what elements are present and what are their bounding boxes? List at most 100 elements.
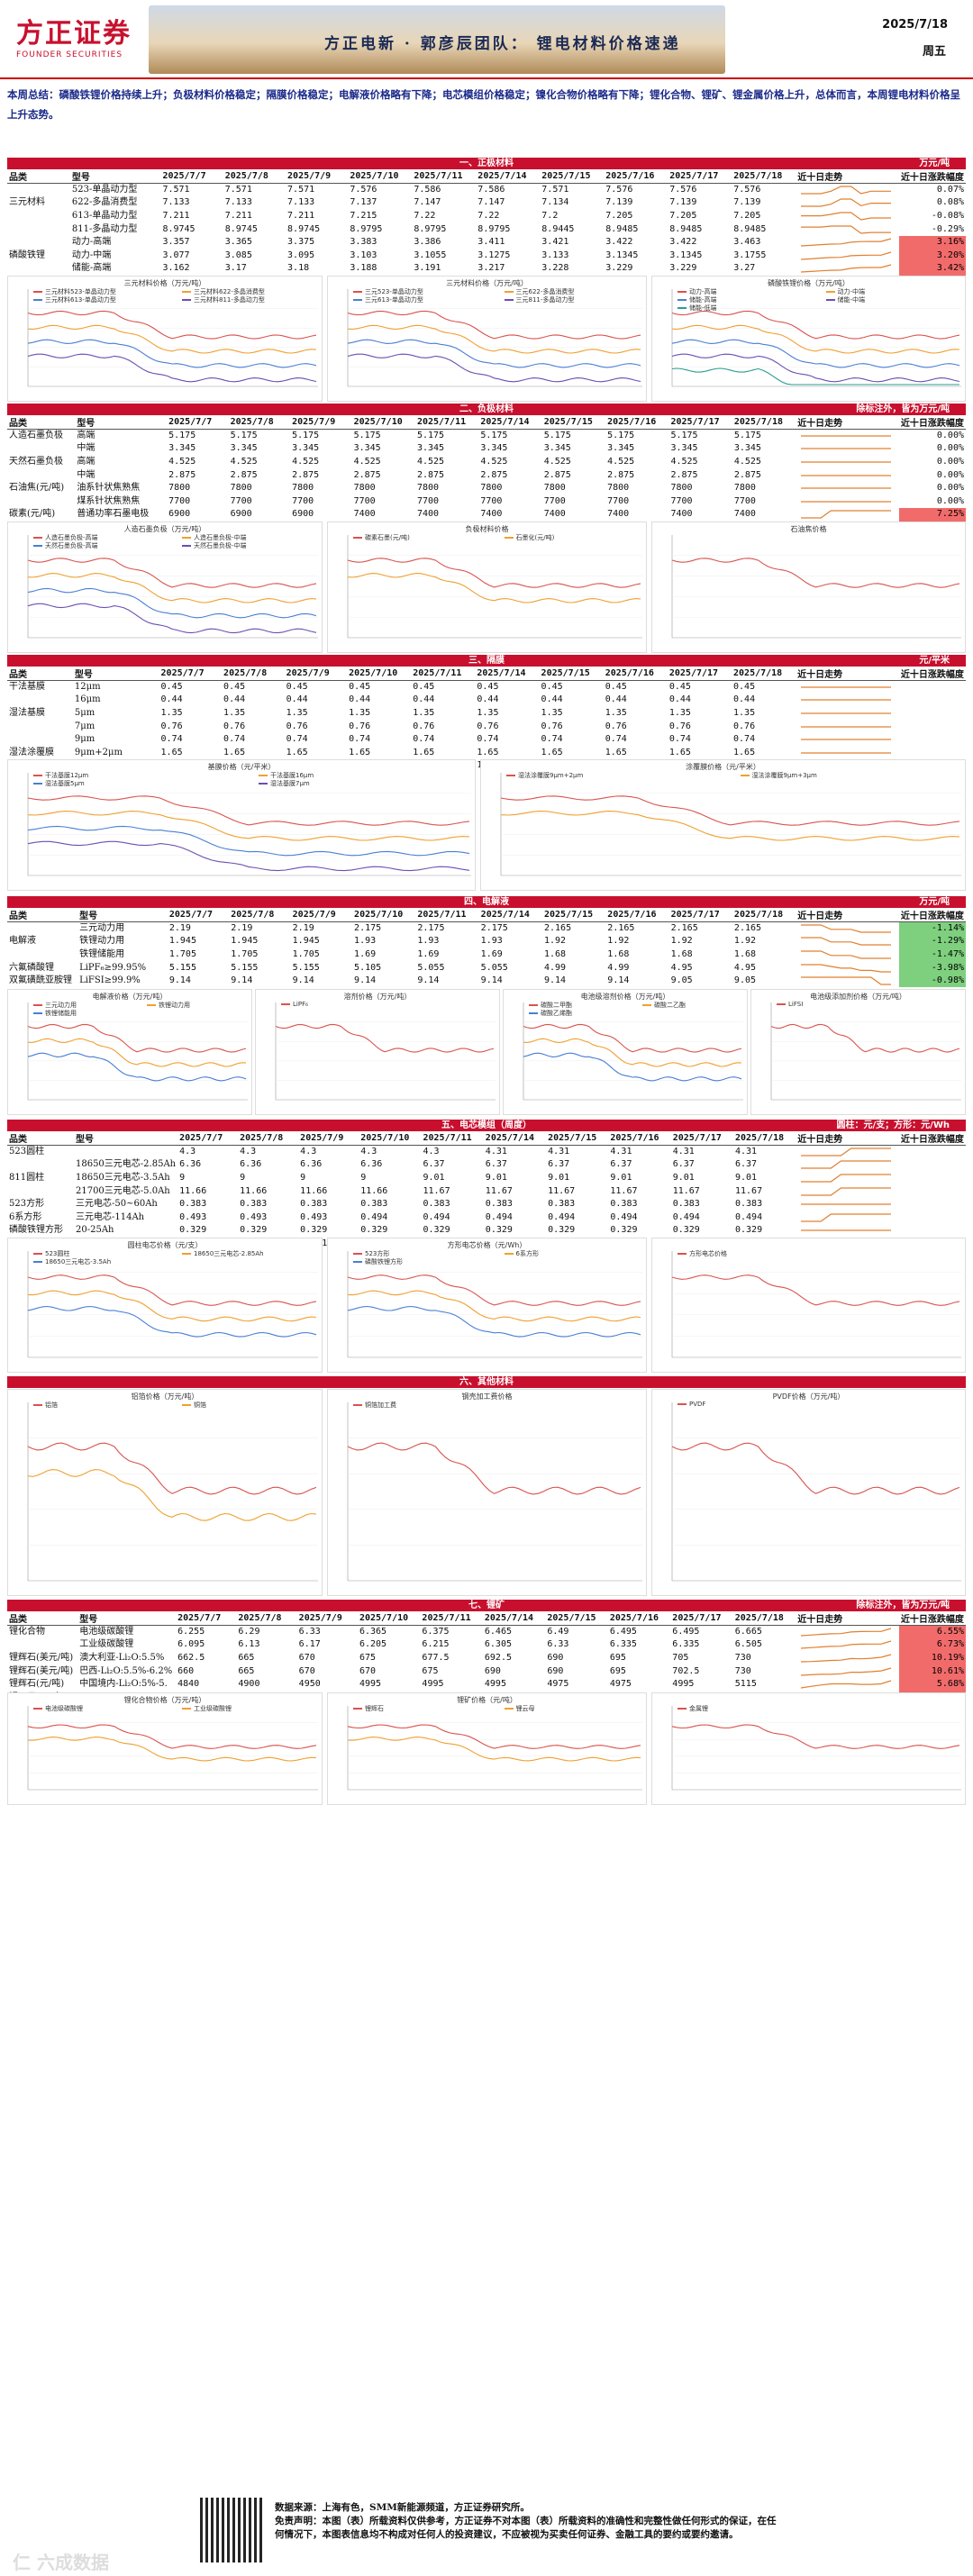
price-cell: 2.165 (670, 923, 698, 934)
price-cell: 675 (422, 1665, 439, 1676)
legend-label: 湿法涂覆膜9μm+3μm (751, 772, 817, 779)
series-line (671, 353, 960, 383)
chart-title: 电解液价格（万元/吨） (92, 993, 168, 1001)
chart-svg (523, 1002, 743, 1101)
series-line (500, 795, 960, 826)
legend-item: 湿法涂覆膜9μm+3μm (740, 771, 817, 780)
price-cell: 0.74 (223, 734, 246, 745)
price-cell: 6.33 (547, 1639, 569, 1650)
series-line (347, 1305, 641, 1338)
row-model: 中端 (77, 469, 95, 480)
date-header: 2025/7/10 (359, 1131, 422, 1146)
legend-swatch (281, 1003, 290, 1005)
change-cell: 6.55% (898, 1625, 966, 1639)
sparkline-cell (796, 442, 899, 456)
legend-item: 储能-中端 (825, 295, 865, 304)
price-cell: 675 (359, 1652, 377, 1663)
series-line (27, 1290, 317, 1322)
series-line (671, 1274, 960, 1306)
sparkline-cell (796, 1224, 899, 1238)
price-cell: 1.35 (477, 707, 499, 718)
sparkline-cell (796, 961, 899, 975)
chart-panel: 锂矿价格（元/吨） 锂辉石 锂云母 (327, 1692, 647, 1805)
legend-label: 金属锂 (689, 1705, 708, 1712)
chart-panel: 铝箔价格（万元/吨） 铝箔 铜箔 (7, 1389, 323, 1596)
legend-label: 碳酸乙烯酯 (541, 1010, 572, 1017)
section-6: 六、其他材料 (7, 1376, 966, 1388)
price-cell: 1.35 (605, 707, 627, 718)
row-model: 622-多晶消费型 (71, 197, 138, 208)
price-cell: 3.095 (287, 249, 315, 260)
price-cell: 6.49 (547, 1627, 569, 1637)
price-cell: 7800 (670, 483, 693, 494)
price-cell: 7.205 (733, 210, 761, 221)
legend-item: 18650三元电芯-2.85Ah (182, 1249, 264, 1258)
sparkline (801, 501, 892, 503)
price-cell: 0.45 (605, 682, 627, 693)
price-cell: 7800 (292, 483, 314, 494)
price-cell: 1.945 (292, 936, 320, 947)
sparkline-cell (796, 456, 899, 469)
chart-title: 溶剂价格（万元/吨） (343, 993, 412, 1001)
price-cell: 0.76 (733, 721, 756, 731)
chart-panel: 锂化合物价格（万元/吨） 电池级碳酸锂 工业级碳酸锂 (7, 1692, 323, 1805)
change-header: 近十日涨跌幅度 (898, 1131, 966, 1146)
date-header: 2025/7/11 (420, 1611, 483, 1626)
price-cell: 0.494 (548, 1211, 576, 1222)
row-category: 锂辉石(美元/吨) (9, 1652, 74, 1663)
date-header: 2025/7/7 (159, 667, 223, 681)
row-category (7, 468, 75, 482)
legend-swatch (677, 1708, 687, 1710)
date-header: 2025/7/9 (298, 1131, 359, 1146)
sparkline (801, 712, 892, 714)
price-cell: 7800 (543, 483, 566, 494)
date-header: 2025/7/17 (670, 1611, 733, 1626)
price-cell: 5115 (734, 1679, 757, 1690)
price-cell: 9.14 (168, 975, 191, 986)
date-header: 2025/7/16 (605, 415, 669, 430)
sparkline-cell (796, 1626, 899, 1639)
date-header: 2025/7/15 (541, 908, 606, 922)
price-cell: 2.875 (670, 469, 698, 480)
price-cell: 7.586 (477, 185, 505, 195)
sparkline-line (801, 1186, 892, 1196)
price-cell: 6.37 (423, 1159, 445, 1170)
section-title: 七、锂矿 (468, 1601, 505, 1610)
price-cell: 5.175 (480, 431, 508, 441)
chart-svg (671, 535, 961, 639)
date-header: 2025/7/15 (541, 415, 606, 430)
price-cell: 8.9795 (477, 223, 511, 234)
row-model: 工业级碳酸锂 (79, 1639, 134, 1650)
table-row: 523圆柱 4.3 4.3 4.3 4.3 4.3 4.31 4.31 4.31 4.31 4.31 (7, 1146, 966, 1159)
section-title: 六、其他材料 (459, 1377, 514, 1387)
date-header: 2025/7/17 (668, 169, 732, 184)
price-cell: 3.422 (669, 237, 697, 248)
price-cell: 6.36 (179, 1159, 202, 1170)
legend-label: 碳酸二乙酯 (654, 1002, 686, 1009)
legend-label: 三元材料613-单晶动力型 (45, 296, 116, 304)
price-cell: 2.875 (292, 469, 320, 480)
sparkline (801, 474, 892, 476)
price-cell: 7.571 (224, 185, 252, 195)
price-cell: 6.36 (360, 1159, 383, 1170)
legend-swatch (506, 775, 515, 776)
price-cell: 0.383 (485, 1199, 513, 1210)
price-cell: 9.01 (548, 1172, 570, 1183)
legend-swatch (33, 1004, 42, 1006)
series-line (347, 1737, 641, 1762)
column-header: 品类 (7, 1131, 74, 1146)
sparkline-cell (796, 1678, 899, 1692)
price-cell: 6.37 (548, 1159, 570, 1170)
row-category (7, 184, 70, 197)
change-cell (899, 694, 966, 707)
table-row: 人造石墨负极 高端 5.175 5.175 5.175 5.175 5.175 5.175 5.… (7, 430, 966, 443)
price-cell: 0.383 (610, 1199, 638, 1210)
date-header: 2025/7/11 (421, 1131, 484, 1146)
price-cell: 1.65 (413, 747, 435, 757)
row-model: 铁锂储能用 (79, 948, 125, 959)
date-header: 2025/7/14 (476, 169, 541, 184)
chart-panel: PVDF价格（万元/吨） PVDF (651, 1389, 966, 1596)
change-header: 近十日涨跌幅度 (898, 908, 966, 922)
row-model: 811-多晶动力型 (71, 223, 138, 234)
data-source: 数据来源：上海有色，SMM新能源频道，方正证券研究所。 (275, 2502, 530, 2513)
